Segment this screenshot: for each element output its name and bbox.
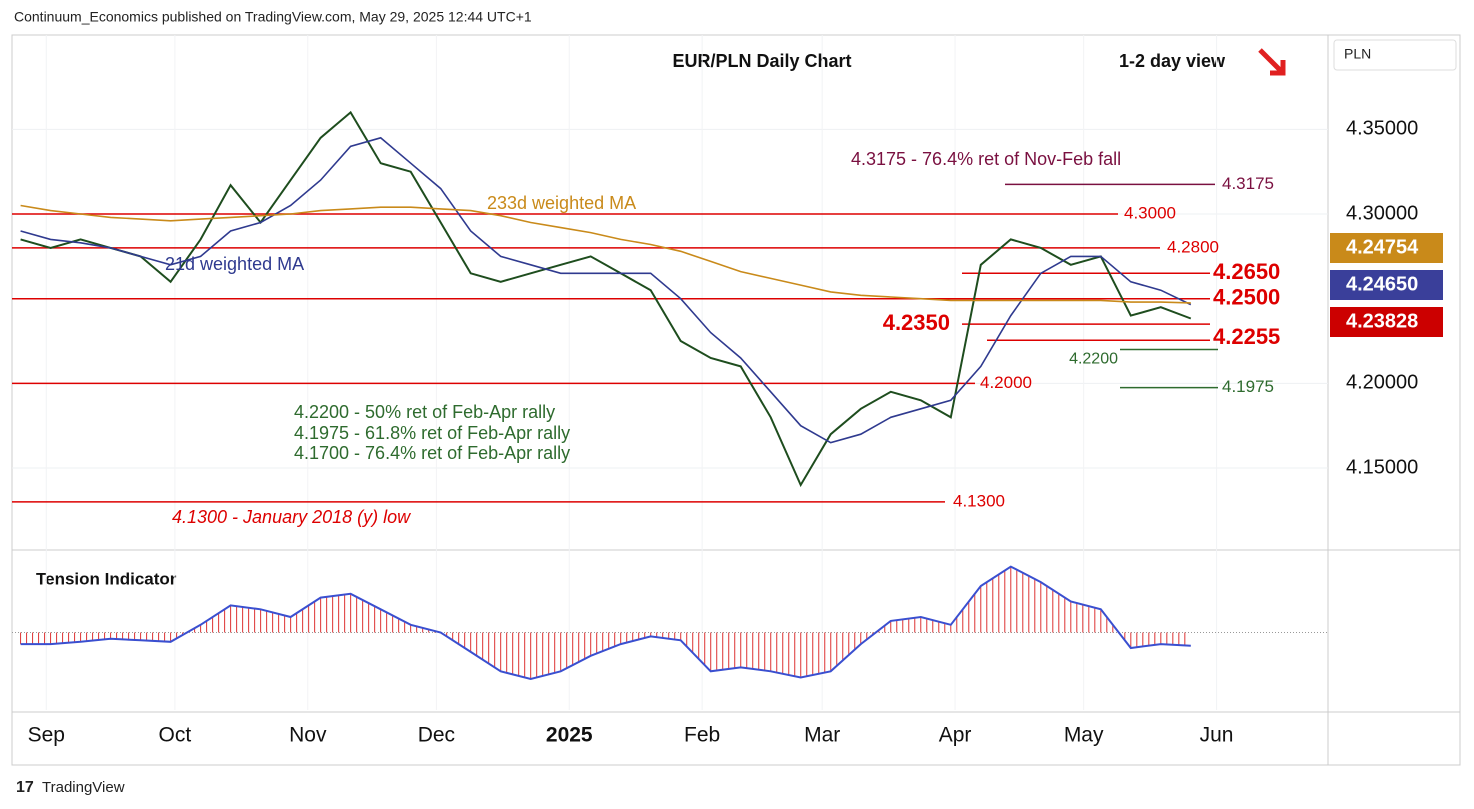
x-tick-label: Apr xyxy=(939,724,972,747)
x-tick-label: Dec xyxy=(418,724,455,747)
level-label: 4.2200 xyxy=(1069,351,1118,368)
x-tick-label: 2025 xyxy=(546,724,593,747)
price-tag xyxy=(1330,270,1443,300)
x-tick-label: Jun xyxy=(1200,724,1234,747)
subtitle: 1-2 day view xyxy=(1119,51,1226,71)
annotation: 4.1300 - January 2018 (y) low xyxy=(172,507,411,527)
x-tick-label: Nov xyxy=(289,724,327,747)
tension-title: Tension Indicator xyxy=(36,569,177,588)
down-arrow xyxy=(1258,48,1286,76)
price-tag-label: 4.24754 xyxy=(1346,236,1419,258)
frame xyxy=(11,34,1461,766)
chart-title: EUR/PLN Daily Chart xyxy=(672,51,851,71)
currency: PLN xyxy=(1344,46,1371,62)
x-tick-label: Mar xyxy=(804,724,840,747)
price-line xyxy=(20,110,1192,488)
currency-box xyxy=(1333,39,1457,71)
ma-line xyxy=(20,204,1191,304)
annotation: 4.1700 - 76.4% ret of Feb-Apr rally xyxy=(294,443,570,463)
price-tag xyxy=(1330,233,1443,263)
tension-line xyxy=(20,565,1191,681)
ma-line xyxy=(20,136,1192,444)
y-tick-label: 4.30000 xyxy=(1346,202,1418,224)
price-tag xyxy=(1330,307,1443,337)
level-label: 4.2800 xyxy=(1167,237,1219,256)
level-label: 4.2650 xyxy=(1213,259,1280,284)
level-label: 4.3175 xyxy=(1222,174,1274,193)
y-tick-label: 4.35000 xyxy=(1346,118,1418,140)
level-label: 4.1300 xyxy=(953,491,1005,510)
price-tag-label: 4.24650 xyxy=(1346,273,1418,295)
header: Continuum_Economics published on Trading… xyxy=(14,9,532,25)
annotation: 4.3175 - 76.4% ret of Nov-Feb fall xyxy=(851,149,1121,169)
y-tick-label: 4.20000 xyxy=(1346,372,1418,394)
annotation: 233d weighted MA xyxy=(487,193,636,213)
level-label: 4.3000 xyxy=(1124,204,1176,223)
annotation: 4.1975 - 61.8% ret of Feb-Apr rally xyxy=(294,423,570,443)
level-label: 4.2350 xyxy=(883,310,950,335)
logo: 17 xyxy=(16,779,34,796)
level-label: 4.2500 xyxy=(1213,285,1280,310)
annotation: 4.2200 - 50% ret of Feb-Apr rally xyxy=(294,402,555,422)
footer: TradingView xyxy=(42,779,125,796)
level-label: 4.2000 xyxy=(980,373,1032,392)
x-tick-label: Oct xyxy=(159,724,192,747)
x-tick-label: May xyxy=(1064,724,1104,747)
x-tick-label: Sep xyxy=(28,724,65,747)
x-tick-label: Feb xyxy=(684,724,720,747)
level-label: 4.1975 xyxy=(1222,377,1274,396)
y-tick-label: 4.15000 xyxy=(1346,456,1418,478)
level-label: 4.2255 xyxy=(1213,324,1280,349)
annotation: 21d weighted MA xyxy=(165,254,304,274)
price-tag-label: 4.23828 xyxy=(1346,310,1418,332)
